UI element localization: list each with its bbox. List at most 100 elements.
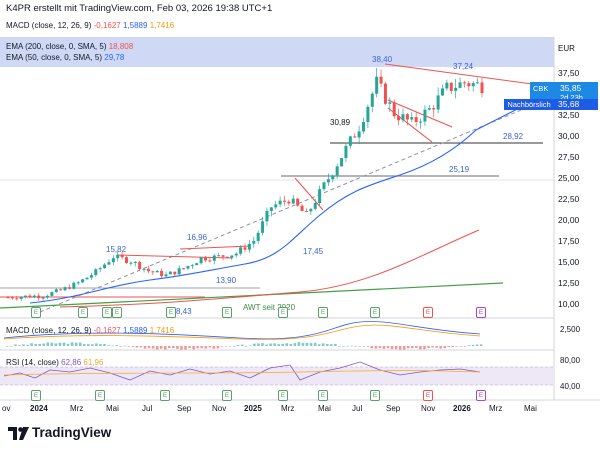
earnings-badge-icon[interactable]: E (423, 390, 433, 401)
earnings-badge-icon[interactable]: E (370, 307, 380, 318)
candle-body (67, 287, 71, 289)
candle-body (392, 102, 396, 117)
macd-histogram-bar (91, 344, 94, 346)
macd-histogram-bar (70, 342, 74, 346)
candle-body (151, 271, 155, 273)
earnings-badge-icon[interactable]: E (318, 390, 328, 401)
candle-body (85, 277, 89, 280)
macd-histogram-bar (119, 346, 122, 347)
rsi-axis-tick: 80,00 (560, 356, 581, 365)
candle-body (445, 82, 449, 89)
dashed-trendline (39, 99, 546, 313)
y-axis-currency: EUR (558, 44, 575, 53)
macd-histogram-bar (382, 346, 386, 349)
candle-body (318, 189, 322, 203)
candle-body (212, 255, 216, 261)
macd-histogram-bar (366, 346, 370, 347)
macd-histogram-bar (330, 344, 333, 346)
rsi-pane-legend[interactable]: RSI (14, close) 62,86 61,96 (6, 358, 103, 367)
candle-body (234, 253, 238, 256)
earnings-badge-icon[interactable]: E (278, 307, 288, 318)
candle-body (19, 297, 23, 299)
x-tick: Mai (524, 404, 537, 413)
macd-histogram-bar (196, 346, 199, 349)
earnings-badge-icon[interactable]: E (102, 307, 112, 318)
macd-histogram-bar (394, 346, 398, 350)
candle-body (107, 262, 111, 265)
candle-body (304, 211, 308, 213)
macd-histogram-bar (139, 346, 143, 348)
y-tick: 30,00 (558, 131, 580, 141)
earnings-badge-icon[interactable]: E (423, 307, 433, 318)
legend-ema200[interactable]: EMA (200, close, 0, SMA, 5) 18,808 (6, 42, 133, 51)
earnings-badge-icon[interactable]: E (160, 390, 170, 401)
candle-body (24, 295, 28, 298)
earnings-badge-icon[interactable]: E (476, 390, 486, 401)
candle-body (111, 258, 115, 263)
candle-body (208, 260, 212, 262)
earnings-badge-icon[interactable]: E (370, 390, 380, 401)
macd-histogram-bar (42, 343, 46, 346)
candle-body (72, 282, 76, 289)
macd-histogram-bar (398, 346, 402, 350)
earnings-badge-icon[interactable]: E (318, 307, 328, 318)
earnings-badge-icon[interactable]: E (78, 307, 88, 318)
macd-signal-line (3, 324, 481, 340)
candle-body (168, 271, 172, 275)
macd-pane-legend[interactable]: MACD (close, 12, 26, 9) -0,1627 1,5889 1… (6, 326, 174, 335)
candle-body (454, 87, 458, 91)
legend-ema50[interactable]: EMA (50, close, 0, SMA, 5) 29,78 (6, 53, 124, 62)
candle-body (217, 255, 221, 257)
candle-body (256, 232, 260, 241)
candle-body (76, 282, 80, 284)
correction-line (294, 177, 324, 211)
earnings-badge-icon[interactable]: E (31, 390, 41, 401)
current-price-tag[interactable]: CBK 35,85 2d 23h (530, 82, 598, 103)
earnings-badge-icon[interactable]: E (222, 307, 232, 318)
macd-histogram-bar (244, 345, 248, 347)
earnings-badge-icon[interactable]: E (95, 390, 105, 401)
candle-body (423, 109, 427, 122)
macd-histogram-bar (82, 344, 86, 346)
macd-histogram-bar (10, 346, 13, 347)
earnings-badge-icon[interactable]: E (112, 307, 122, 318)
rsi-value: 62,86 (61, 358, 82, 367)
earnings-badge-icon[interactable]: E (278, 390, 288, 401)
macd-histogram-bar (208, 346, 212, 348)
candle-body (50, 292, 54, 296)
x-tick: Jul (352, 404, 363, 413)
candle-body (375, 76, 379, 94)
candle-body (353, 136, 357, 138)
macd-histogram-bar (463, 346, 467, 347)
candle-body (265, 211, 269, 222)
candles-group (6, 67, 484, 302)
x-tick: Mrz (70, 404, 84, 413)
earnings-badge-icon[interactable]: E (222, 390, 232, 401)
macd-histogram-bar (18, 345, 21, 346)
macd-histogram-bar (38, 343, 41, 346)
candle-body (182, 268, 186, 270)
earnings-badge-icon[interactable]: E (166, 307, 176, 318)
macd-histogram-bar (74, 342, 78, 346)
x-tick: Mai (318, 404, 331, 413)
candle-body (283, 200, 286, 202)
macd-histogram-bar (236, 344, 240, 346)
macd-pane-label: MACD (close, 12, 26, 9) (6, 326, 92, 335)
legend-ema200-label: EMA (200, close, 0, SMA, 5) (6, 42, 107, 51)
macd-histogram-bar (317, 344, 321, 346)
macd-histogram-bar (220, 346, 224, 347)
earnings-badge-icon[interactable]: E (476, 307, 486, 318)
label-high-38-40: 38,40 (372, 55, 393, 64)
candle-body (322, 182, 326, 190)
label-8-43: 8,43 (176, 307, 192, 316)
rsi-ma-line (3, 370, 481, 376)
awt-trendline (0, 282, 504, 309)
x-tick: 2026 (453, 404, 471, 413)
earnings-badge-icon[interactable]: E (31, 307, 41, 318)
macd-top-value-2: 1,5889 (122, 21, 148, 30)
resistance-upper (384, 63, 533, 85)
x-tick: Sep (177, 404, 192, 413)
macd-top-value-3: 1,7416 (149, 21, 175, 30)
macd-histogram-bar (265, 344, 268, 346)
